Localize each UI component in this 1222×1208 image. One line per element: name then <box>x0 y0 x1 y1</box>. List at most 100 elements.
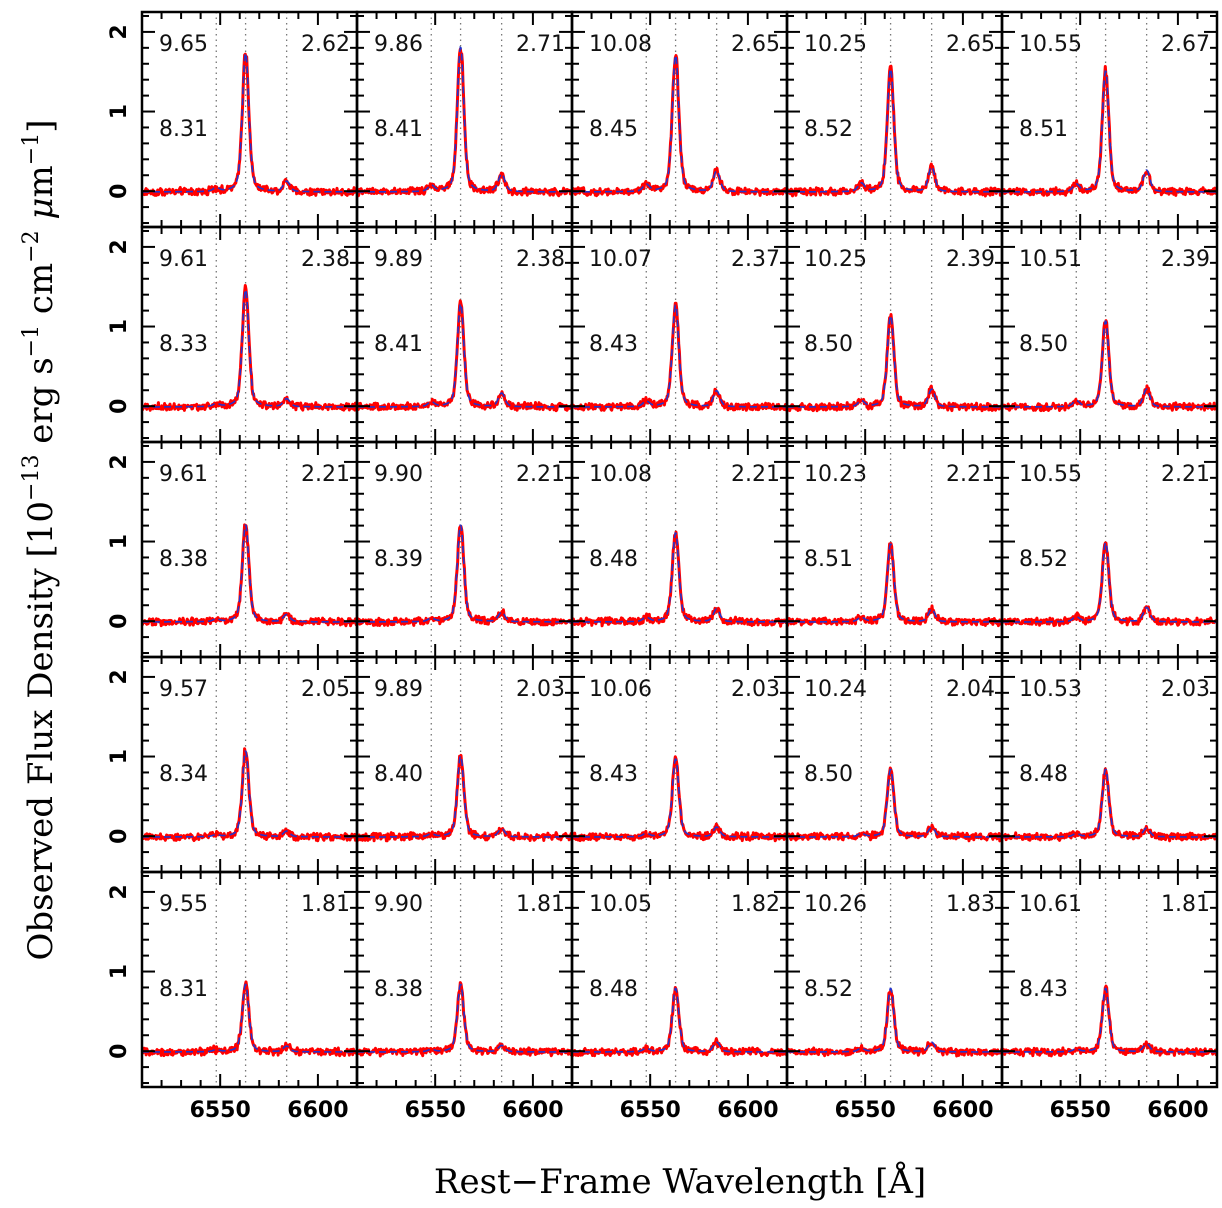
y-tick-label: 1 <box>107 534 132 549</box>
panel-1-1: 9.89 2.388.41 <box>357 227 572 442</box>
y-axis-title: Observed Flux Density [10−13 erg s−1 cm−… <box>19 120 61 961</box>
panel-label-top-left: 9.89 <box>374 677 423 702</box>
panel-label-top-left: 10.24 <box>804 677 867 702</box>
panel-label-top-left: 9.90 <box>374 462 423 487</box>
panel-label-mid-left: 8.52 <box>804 977 853 1002</box>
y-tick-label: 1 <box>107 749 132 764</box>
y-tick-label: 1 <box>107 964 132 979</box>
panel-label-top-right: 2.65 <box>946 32 995 57</box>
panel-label-top-left: 10.06 <box>589 677 652 702</box>
panel-label-top-right: 2.04 <box>946 677 995 702</box>
panel-label-top-left: 10.07 <box>589 247 652 272</box>
panel-label-mid-left: 8.50 <box>804 762 853 787</box>
panel-label-top-left: 9.89 <box>374 247 423 272</box>
panel-0-0: 0129.65 2.628.31 <box>107 12 357 227</box>
x-tick-label: 6600 <box>932 1098 993 1123</box>
panel-4-1: 6550 6600 9.90 1.81 8.38 <box>357 872 572 1123</box>
x-tick-label: 6550 <box>1050 1098 1111 1123</box>
panel-label-top-right: 2.03 <box>1161 677 1210 702</box>
panel-label-top-right: 2.21 <box>946 462 995 487</box>
y-tick-label: 0 <box>107 614 132 629</box>
panel-label-top-left: 10.23 <box>804 462 867 487</box>
y-axis-title-mid2: cm <box>21 263 61 325</box>
panel-label-top-left: 9.61 <box>159 462 208 487</box>
y-tick-label: 2 <box>107 24 132 39</box>
panel-label-top-right: 2.03 <box>516 677 565 702</box>
y-tick-label: 0 <box>107 829 132 844</box>
panel-label-top-right: 2.21 <box>1161 462 1210 487</box>
panel-label-top-right: 2.38 <box>301 247 350 272</box>
panel-label-top-left: 10.05 <box>589 892 652 917</box>
y-tick-label: 2 <box>107 239 132 254</box>
panel-label-top-right: 2.71 <box>516 32 565 57</box>
panel-label-mid-left: 8.51 <box>1019 117 1068 142</box>
panel-label-top-right: 2.05 <box>301 677 350 702</box>
panel-label-top-left: 9.55 <box>159 892 208 917</box>
panel-4-4: 6550 6600 10.61 1.81 8.43 <box>1002 872 1217 1123</box>
x-tick-label: 6600 <box>1147 1098 1208 1123</box>
panel-3-0: 0 1 2 9.57 2.05 8.34 <box>107 657 357 872</box>
panel-label-top-left: 10.26 <box>804 892 867 917</box>
y-axis-title-suffix: ] <box>21 120 61 133</box>
y-tick-label: 0 <box>107 399 132 414</box>
panel-4-3: 6550 6600 10.26 1.83 8.52 <box>787 872 1002 1123</box>
panel-label-top-left: 9.61 <box>159 247 208 272</box>
y-axis-title-prefix: Observed Flux Density [10 <box>21 501 61 961</box>
panel-label-top-left: 9.57 <box>159 677 208 702</box>
y-axis-title-exp3: −2 <box>19 230 44 262</box>
y-tick-label: 0 <box>107 1044 132 1059</box>
x-tick-label: 6600 <box>502 1098 563 1123</box>
panel-label-mid-left: 8.52 <box>804 117 853 142</box>
panel-label-mid-left: 8.33 <box>159 332 208 357</box>
panel-label-top-left: 9.86 <box>374 32 423 57</box>
panel-label-top-left: 10.25 <box>804 32 867 57</box>
x-tick-label: 6600 <box>287 1098 348 1123</box>
y-axis-title-mid1: erg s <box>21 357 61 454</box>
panel-3-4: 10.53 2.03 8.48 <box>1002 657 1217 872</box>
panel-label-top-right: 2.62 <box>301 32 350 57</box>
x-tick-label: 6550 <box>835 1098 896 1123</box>
panel-label-mid-left: 8.31 <box>159 117 208 142</box>
panel-3-3: 10.24 2.04 8.50 <box>787 657 1002 872</box>
panel-label-top-right: 2.21 <box>516 462 565 487</box>
observed-spectrum-line <box>357 526 572 625</box>
panel-1-0: 0 1 2 9.61 2.38 8.33 <box>107 227 357 442</box>
panel-label-top-right: 2.21 <box>731 462 780 487</box>
y-tick-label: 2 <box>107 884 132 899</box>
y-axis-title-mid3: m <box>21 165 61 197</box>
panel-label-top-right: 1.83 <box>946 892 995 917</box>
y-tick-label: 0 <box>107 184 132 199</box>
panel-label-top-right: 2.37 <box>731 247 780 272</box>
panel-label-top-left: 10.55 <box>1019 462 1082 487</box>
panel-label-mid-left: 8.52 <box>1019 547 1068 572</box>
y-tick-label: 2 <box>107 454 132 469</box>
model-fit-line <box>357 525 572 622</box>
panel-label-mid-left: 8.50 <box>1019 332 1068 357</box>
panel-label-mid-left: 8.40 <box>374 762 423 787</box>
panel-label-mid-left: 8.41 <box>374 117 423 142</box>
panel-4-2: 6550 6600 10.05 1.82 8.48 <box>572 872 787 1123</box>
x-tick-label: 6550 <box>620 1098 681 1123</box>
panel-label-top-right: 2.03 <box>731 677 780 702</box>
panel-label-top-left: 10.53 <box>1019 677 1082 702</box>
panel-2-4: 10.55 2.21 8.52 <box>1002 442 1217 657</box>
panel-label-top-right: 2.65 <box>731 32 780 57</box>
panel-label-mid-left: 8.41 <box>374 332 423 357</box>
panel-label-mid-left: 8.39 <box>374 547 423 572</box>
panel-label-top-left: 10.51 <box>1019 247 1082 272</box>
panel-0-3: 10.25 2.65 8.52 <box>787 12 1002 227</box>
y-axis-title-exp1: −13 <box>19 455 44 501</box>
y-tick-label: 2 <box>107 669 132 684</box>
panel-label-top-left: 10.08 <box>589 462 652 487</box>
panel-label-top-left: 10.61 <box>1019 892 1082 917</box>
panel-label-top-right: 1.81 <box>301 892 350 917</box>
panel-2-3: 10.23 2.218.51 <box>787 442 1002 657</box>
panel-label-top-left: 10.55 <box>1019 32 1082 57</box>
panel-3-2: 10.06 2.03 8.43 <box>572 657 787 872</box>
y-axis-title-mu: μ <box>21 197 61 230</box>
svg-text:Observed Flux Density [10−13 e: Observed Flux Density [10−13 erg s−1 cm−… <box>19 120 61 961</box>
panel-label-mid-left: 8.48 <box>589 977 638 1002</box>
panel-label-mid-left: 8.31 <box>159 977 208 1002</box>
panel-0-2: 10.08 2.65 8.45 <box>572 12 787 227</box>
